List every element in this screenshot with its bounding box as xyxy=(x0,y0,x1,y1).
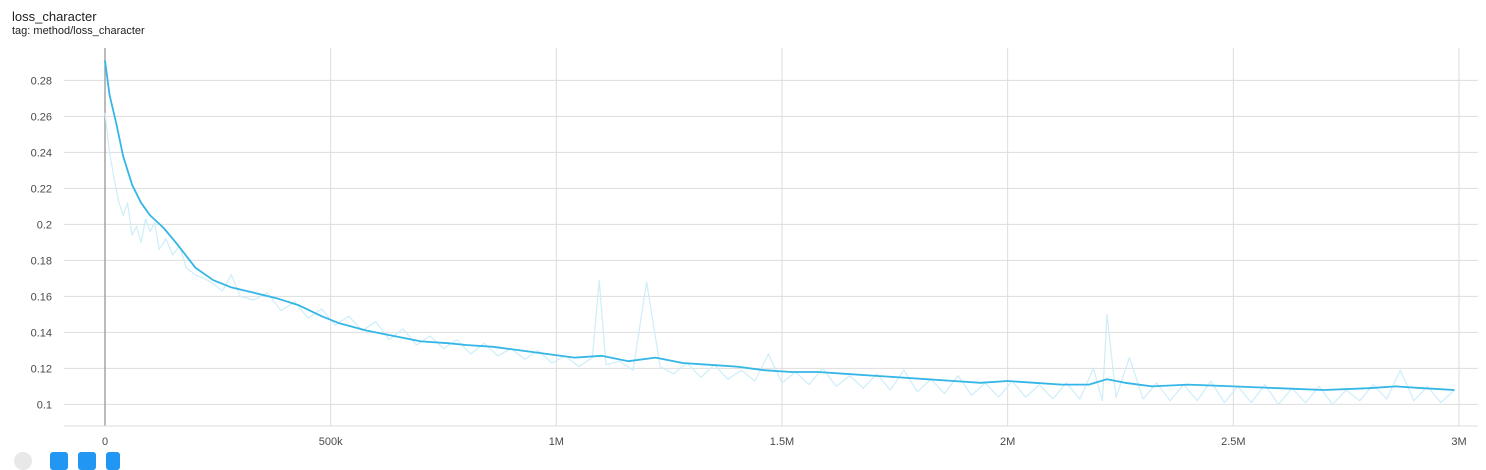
loss-chart: 0.1 0.12 0.14 0.16 0.18 0.2 0.22 0.24 0.26 0.28 0… xyxy=(31,48,1478,446)
x-tick-label: 2M xyxy=(1000,436,1015,446)
toggle-log-scale-icon[interactable] xyxy=(50,452,68,470)
download-icon[interactable] xyxy=(106,452,120,470)
x-tick-label: 2.5M xyxy=(1221,436,1245,446)
y-axis: 0.1 0.12 0.14 0.16 0.18 0.2 0.22 0.24 0.26 0.28 xyxy=(31,75,52,411)
y-tick-label: 0.26 xyxy=(31,111,52,123)
chart-title: loss_character xyxy=(12,9,97,24)
y-tick-label: 0.28 xyxy=(31,75,52,87)
x-tick-label: 500k xyxy=(319,436,343,446)
grid-lines xyxy=(64,48,1478,427)
x-tick-label: 1M xyxy=(549,436,564,446)
smoothed-series-line xyxy=(104,60,1455,391)
x-tick-label: 1.5M xyxy=(770,436,794,446)
x-tick-label: 0 xyxy=(102,436,108,446)
x-tick-label: 3M xyxy=(1451,436,1466,446)
y-tick-label: 0.2 xyxy=(37,219,52,231)
chart-controls xyxy=(14,448,144,470)
expand-icon[interactable] xyxy=(14,452,32,470)
y-tick-label: 0.18 xyxy=(31,255,52,267)
fit-domain-icon[interactable] xyxy=(78,452,96,470)
y-tick-label: 0.1 xyxy=(37,399,52,411)
x-axis: 0 500k 1M 1.5M 2M 2.5M 3M xyxy=(102,436,1467,446)
chart-tag: tag: method/loss_character xyxy=(12,25,145,37)
y-tick-label: 0.22 xyxy=(31,183,52,195)
raw-series-line xyxy=(104,112,1455,405)
y-tick-label: 0.14 xyxy=(31,327,52,339)
y-tick-label: 0.16 xyxy=(31,291,52,303)
series-group xyxy=(104,60,1455,405)
y-tick-label: 0.12 xyxy=(31,363,52,375)
y-tick-label: 0.24 xyxy=(31,147,52,159)
